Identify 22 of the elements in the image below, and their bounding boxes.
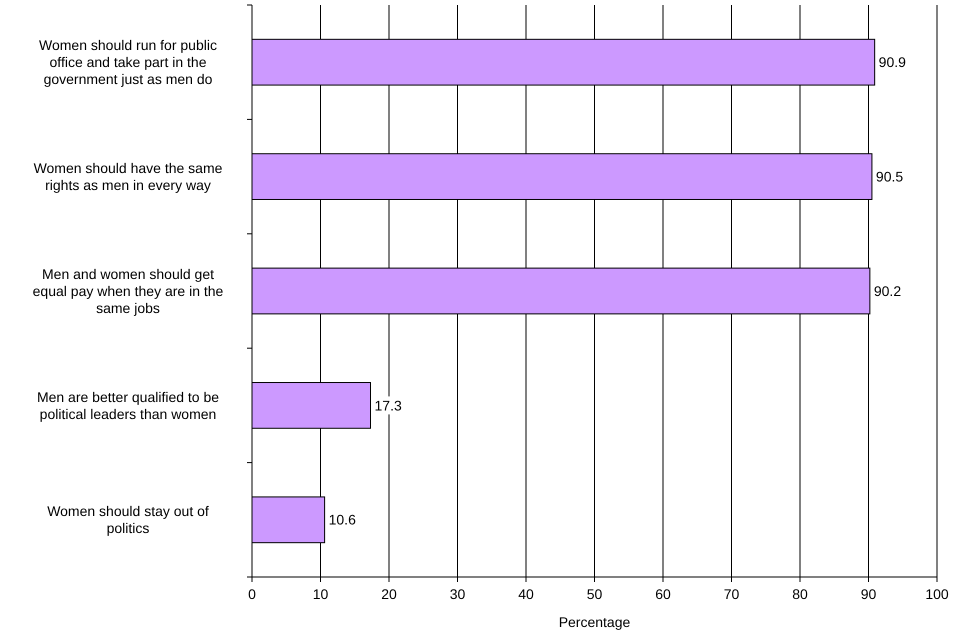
x-tick-label: 20 xyxy=(381,586,397,602)
x-axis-title: Percentage xyxy=(558,614,631,630)
y-tick-label: Men are better qualified to be political leaders than women xyxy=(36,388,220,422)
y-tick-label: Women should stay out of politics xyxy=(47,503,209,536)
x-tick-label: 30 xyxy=(450,586,466,602)
data-label: 10.6 xyxy=(328,512,356,528)
y-tick-label: Women should run for public office and take part in the government just as men do xyxy=(39,37,217,88)
data-label: 17.3 xyxy=(374,397,402,414)
data-label: 90.5 xyxy=(876,168,904,184)
y-tick-label: Women should have the same rights as men in every way xyxy=(34,160,223,193)
x-tick-label: 70 xyxy=(724,586,740,602)
data-label: 90.9 xyxy=(878,54,906,70)
x-tick-label: 90 xyxy=(860,586,876,602)
y-tick-label: Men and women should get equal pay when they are in the same jobs xyxy=(32,266,224,316)
x-tick-label: 0 xyxy=(248,586,256,602)
x-tick-label: 80 xyxy=(792,586,808,602)
x-tick-label: 50 xyxy=(586,586,602,602)
x-tick-label: 60 xyxy=(655,586,671,602)
x-tick-label: 40 xyxy=(518,586,534,602)
x-tick-label: 100 xyxy=(925,586,949,602)
x-tick-label: 10 xyxy=(312,586,328,602)
data-label: 90.2 xyxy=(874,282,902,299)
